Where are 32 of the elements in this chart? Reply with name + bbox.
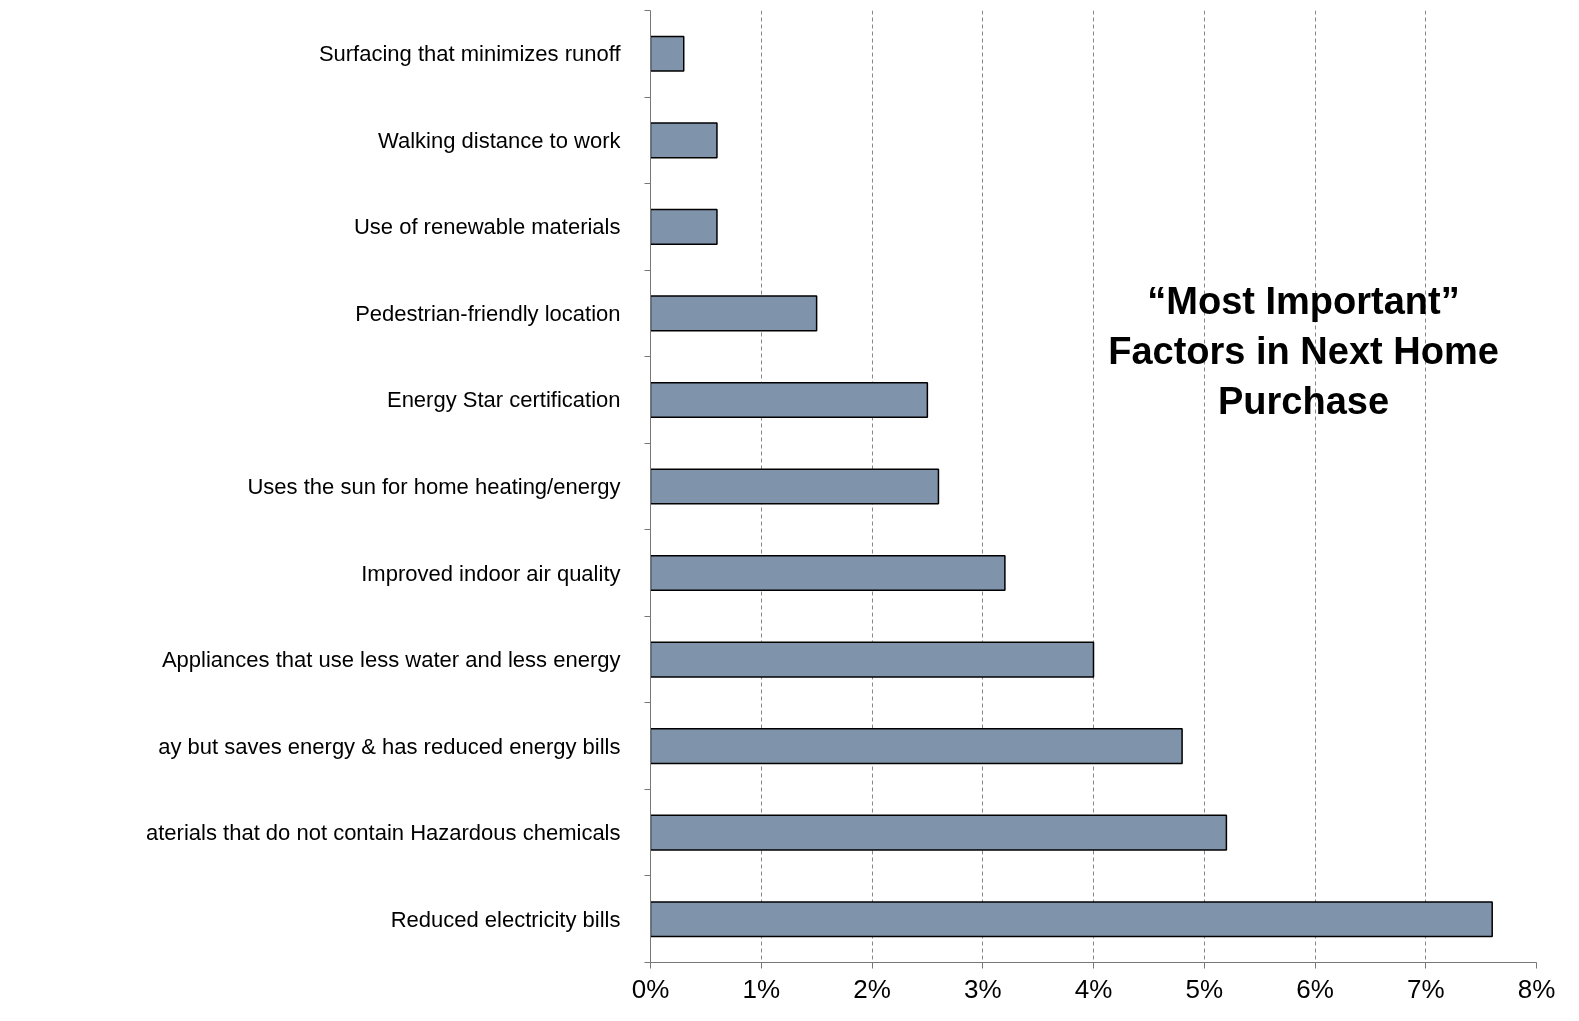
bar (650, 901, 1493, 938)
bar (650, 641, 1095, 678)
bar (650, 35, 685, 72)
x-tick-label: 6% (1296, 973, 1334, 1004)
x-tick-label: 7% (1406, 973, 1445, 1004)
bar (650, 814, 1228, 851)
x-tick-label: 2% (853, 973, 891, 1004)
y-tick-label: Surfacing that minimizes runoff (318, 41, 622, 67)
bar (650, 208, 718, 245)
x-tick-label: 3% (963, 973, 1002, 1004)
y-tick-label: Improved indoor air quality (361, 560, 621, 586)
bar (650, 728, 1183, 765)
y-tick-label: Appliances that use less water and less energy (161, 647, 621, 673)
text: “Most Important” Factors in Next Home Purchase (1108, 279, 1499, 422)
y-tick-label: Use of renewable materials (353, 214, 621, 240)
y-tick-label: ay but saves energy & has reduced energy bills (158, 733, 621, 759)
y-tick-label: Reduced electricity bills (390, 906, 621, 932)
y-tick-label: aterials that do not contain Hazardous chemicals (146, 820, 621, 846)
y-tick-label: Pedestrian-friendly location (355, 300, 621, 326)
y-tick-label: Walking distance to work (378, 127, 622, 153)
y-tick-label: Energy Star certification (386, 387, 621, 413)
x-tick-label: 1% (742, 973, 781, 1004)
x-tick-label: 8% (1517, 973, 1556, 1004)
bar (650, 122, 718, 159)
x-tick-label: 0% (631, 973, 670, 1004)
bar (650, 381, 929, 419)
x-tick-label: 4% (1074, 973, 1113, 1004)
bar (650, 295, 818, 332)
bar (650, 554, 1006, 592)
bar (650, 468, 940, 505)
y-tick-label: Uses the sun for home heating/energy (247, 474, 621, 499)
x-tick-label: 5% (1185, 973, 1224, 1004)
